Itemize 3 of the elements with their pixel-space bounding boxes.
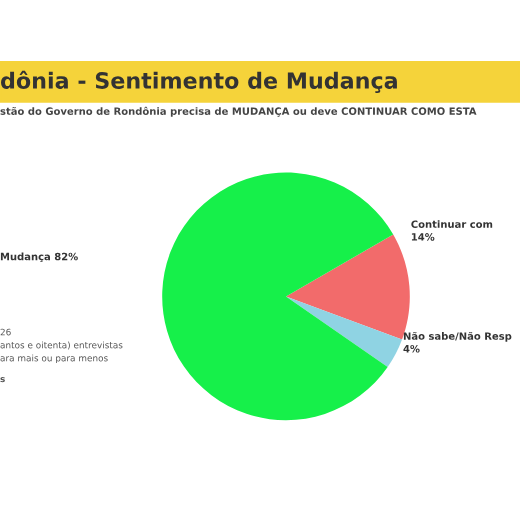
pie-slice [162, 172, 394, 421]
pie-slice [286, 296, 403, 368]
chart-title: dônia - Sentimento de Mudança [1, 70, 397, 93]
